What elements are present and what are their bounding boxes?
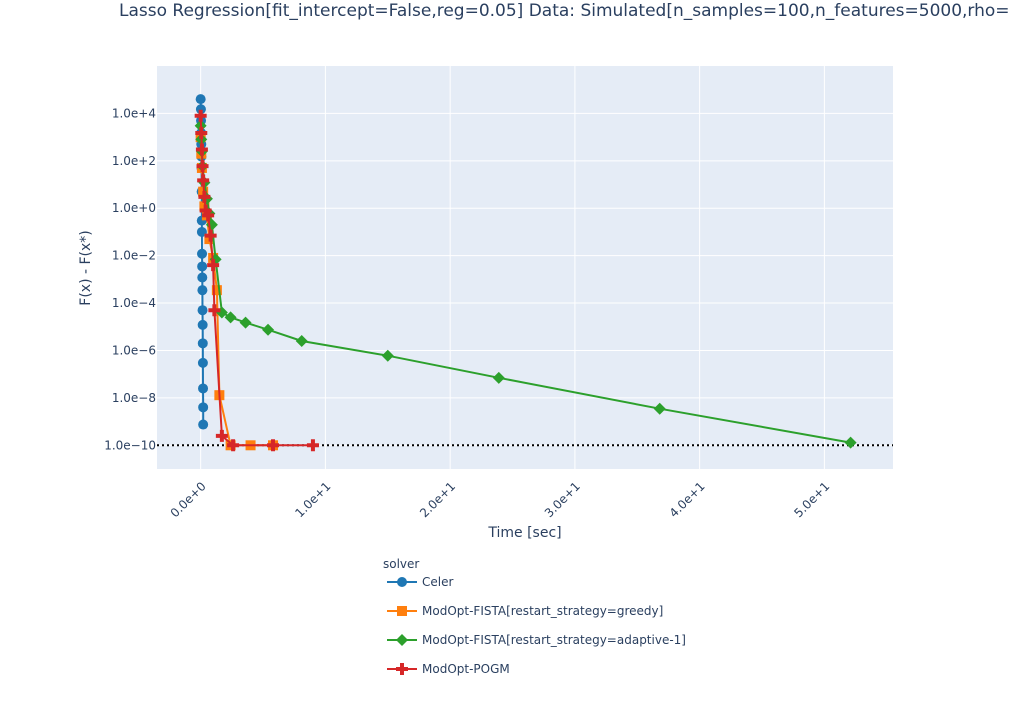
x-tick-label: 4.0e+1 <box>667 479 708 520</box>
x-tick-label: 5.0e+1 <box>791 479 832 520</box>
y-axis-title: F(x) - F(x*) <box>78 230 94 305</box>
data-point <box>197 174 210 187</box>
data-point <box>306 439 319 452</box>
data-point <box>295 335 308 348</box>
data-point <box>653 402 666 415</box>
legend-label: Celer <box>422 575 453 589</box>
legend-marker <box>397 577 407 587</box>
data-point <box>195 143 208 156</box>
y-tick-label: 1.0e−4 <box>112 296 156 310</box>
data-point <box>207 259 220 272</box>
data-point <box>844 436 857 449</box>
data-point <box>215 429 228 442</box>
legend-label: ModOpt-FISTA[restart_strategy=greedy] <box>422 604 663 618</box>
y-tick-label: 1.0e+0 <box>112 201 156 215</box>
y-tick-label: 1.0e+4 <box>112 106 156 120</box>
data-point <box>198 383 209 394</box>
data-point <box>196 160 209 173</box>
data-point <box>197 305 208 316</box>
y-tick-label: 1.0e−10 <box>104 438 156 452</box>
plot-area <box>157 66 893 469</box>
legend-item[interactable]: Celer <box>387 575 453 589</box>
series-0 <box>195 94 209 430</box>
data-point <box>267 439 280 452</box>
legend-label: ModOpt-POGM <box>422 662 510 676</box>
y-tick-label: 1.0e−6 <box>112 343 156 357</box>
legend-marker <box>396 634 408 646</box>
legend-item[interactable]: ModOpt-POGM <box>387 662 510 676</box>
legend-items: Celer ModOpt-FISTA[restart_strategy=greed… <box>387 575 686 676</box>
legend-marker <box>397 606 407 616</box>
data-point <box>195 94 206 105</box>
legend-label: ModOpt-FISTA[restart_strategy=adaptive-1… <box>422 633 686 647</box>
x-axis-title: Time [sec] <box>487 525 561 541</box>
legend-marker <box>396 663 408 675</box>
x-tick-label: 1.0e+1 <box>292 479 333 520</box>
data-point <box>239 316 252 329</box>
x-tick-labels: 0.0e+0 1.0e+1 2.0e+1 3.0e+1 4.0e+1 5.0e+1 <box>168 479 833 520</box>
series-3 <box>194 109 319 452</box>
data-point <box>197 285 208 296</box>
data-point <box>262 323 275 336</box>
x-tick-label: 2.0e+1 <box>417 479 458 520</box>
data-point <box>197 261 208 272</box>
data-point <box>197 319 208 330</box>
chart-title: Lasso Regression[fit_intercept=False,reg… <box>119 1 1010 21</box>
legend-item[interactable]: ModOpt-FISTA[restart_strategy=adaptive-1… <box>387 633 686 647</box>
data-point <box>199 204 212 217</box>
grid-lines <box>157 66 893 469</box>
data-point <box>227 439 240 452</box>
data-point <box>492 371 505 384</box>
legend-title: solver <box>383 557 419 571</box>
x-tick-label: 3.0e+1 <box>542 479 583 520</box>
data-point <box>381 349 394 362</box>
data-point <box>202 209 215 222</box>
legend: solver Celer ModOpt-FISTA[restart_strateg… <box>383 557 686 676</box>
data-point <box>197 248 208 259</box>
data-point <box>197 338 208 349</box>
data-point <box>198 419 209 430</box>
data-point <box>194 109 207 122</box>
y-tick-label: 1.0e+2 <box>112 154 156 168</box>
data-point <box>208 304 221 317</box>
y-tick-label: 1.0e−2 <box>112 249 156 263</box>
series-layer <box>194 94 857 452</box>
data-point <box>197 357 208 368</box>
x-tick-label: 0.0e+0 <box>168 479 209 520</box>
legend-item[interactable]: ModOpt-FISTA[restart_strategy=greedy] <box>387 604 663 618</box>
data-point <box>204 229 217 242</box>
y-tick-label: 1.0e−8 <box>112 391 156 405</box>
data-point <box>197 272 208 283</box>
data-point <box>195 104 206 115</box>
data-point <box>198 190 211 203</box>
data-point <box>224 311 237 324</box>
data-point <box>198 402 209 413</box>
data-point <box>211 285 222 296</box>
data-point <box>195 126 208 139</box>
y-tick-labels: 1.0e+4 1.0e+2 1.0e+0 1.0e−2 1.0e−4 1.0e−6 1.0e… <box>104 106 156 452</box>
